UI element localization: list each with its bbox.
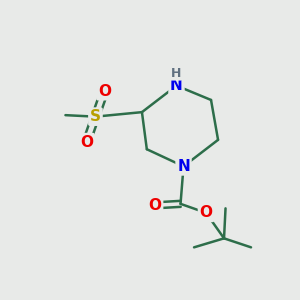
Text: O: O bbox=[200, 205, 212, 220]
Text: O: O bbox=[98, 84, 111, 99]
Text: N: N bbox=[170, 78, 183, 93]
Text: H: H bbox=[171, 67, 181, 80]
Text: O: O bbox=[80, 135, 93, 150]
Text: S: S bbox=[90, 109, 101, 124]
Text: N: N bbox=[177, 159, 190, 174]
Text: O: O bbox=[148, 198, 161, 213]
